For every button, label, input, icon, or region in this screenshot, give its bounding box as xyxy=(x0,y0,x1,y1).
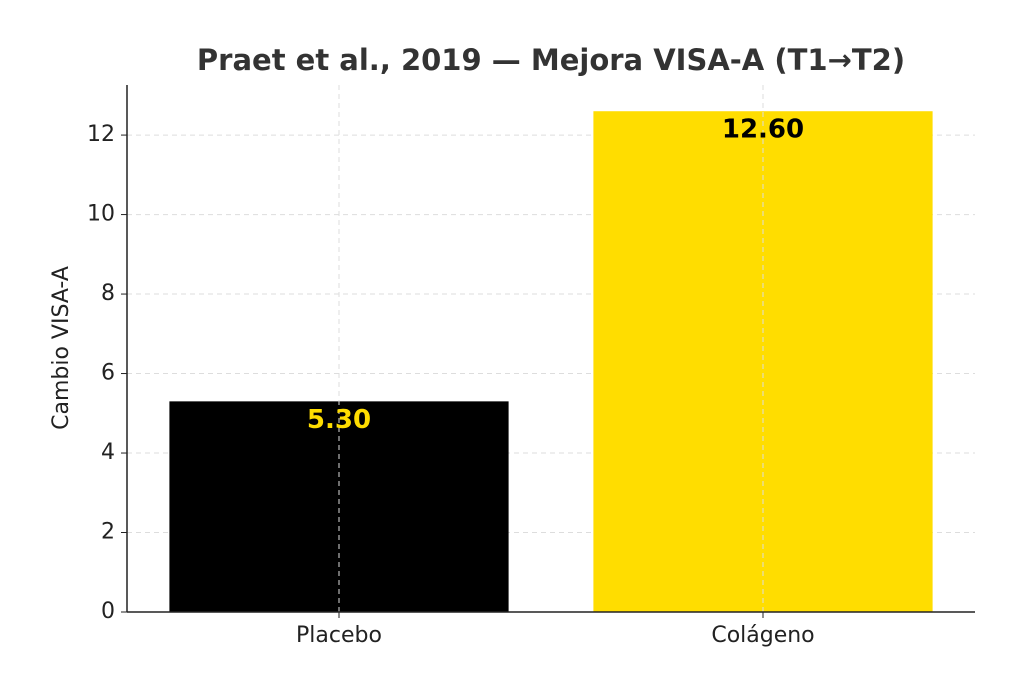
y-tick-label: 6 xyxy=(101,361,115,386)
value-label: 5.30 xyxy=(307,405,371,435)
chart-title: Praet et al., 2019 — Mejora VISA-A (T1→T… xyxy=(197,43,905,77)
y-tick-label: 4 xyxy=(101,440,115,465)
y-axis-label: Cambio VISA-A xyxy=(49,266,74,430)
x-tick-label: Colágeno xyxy=(711,623,814,648)
y-tick-label: 8 xyxy=(101,281,115,306)
y-tick-label: 2 xyxy=(101,520,115,545)
x-tick-label: Placebo xyxy=(296,623,382,648)
y-tick-label: 10 xyxy=(87,202,115,227)
value-label: 12.60 xyxy=(722,115,804,145)
y-tick-label: 0 xyxy=(101,599,115,624)
y-tick-label: 12 xyxy=(87,122,115,147)
